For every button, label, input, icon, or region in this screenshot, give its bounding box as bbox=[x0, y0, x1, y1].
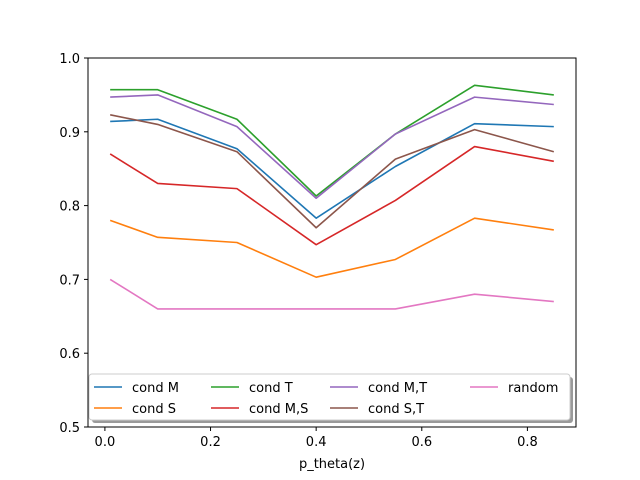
series-lines bbox=[109, 84, 555, 310]
x-tick-label: 0.4 bbox=[306, 435, 327, 450]
y-tick-label: 0.7 bbox=[59, 273, 80, 288]
legend-label-cond-m-t: cond M,T bbox=[368, 381, 427, 396]
x-tick-label: 0.6 bbox=[411, 435, 432, 450]
series-line-cond-t bbox=[110, 84, 554, 197]
y-tick-label: 0.9 bbox=[59, 126, 80, 141]
series-line-random bbox=[109, 278, 554, 310]
legend-label-cond-m: cond M bbox=[132, 381, 179, 396]
axes-frame bbox=[87, 57, 577, 428]
legend: cond M cond S cond T cond M,S cond M,T cond S… bbox=[88, 373, 573, 423]
legend-label-cond-t: cond T bbox=[249, 381, 293, 396]
legend-label-cond-s: cond S bbox=[132, 402, 176, 417]
y-tick-label: 0.6 bbox=[59, 347, 80, 362]
y-tick-label: 1.0 bbox=[59, 52, 80, 67]
y-tick-label: 0.5 bbox=[59, 421, 80, 436]
x-axis-label: p_theta(z) bbox=[299, 457, 365, 472]
legend-label-cond-s-t: cond S,T bbox=[368, 402, 424, 417]
y-axis-ticks: 0.5 0.6 0.7 0.8 0.9 1.0 bbox=[59, 52, 88, 436]
y-tick-label: 0.8 bbox=[59, 200, 80, 215]
x-tick-label: 0.0 bbox=[95, 435, 116, 450]
x-tick-label: 0.8 bbox=[517, 435, 538, 450]
series-line-cond-s bbox=[109, 217, 554, 278]
series-line-cond-m-t bbox=[110, 94, 554, 200]
series-line-cond-m-s bbox=[109, 145, 554, 246]
x-tick-label: 0.2 bbox=[200, 435, 221, 450]
legend-box bbox=[88, 373, 571, 421]
legend-label-random: random bbox=[508, 381, 558, 396]
x-axis-ticks: 0.0 0.2 0.4 0.6 0.8 bbox=[95, 427, 538, 450]
legend-label-cond-m-s: cond M,S bbox=[249, 402, 308, 417]
series-line-cond-m bbox=[110, 118, 554, 219]
series-line-cond-s-t bbox=[110, 114, 555, 229]
